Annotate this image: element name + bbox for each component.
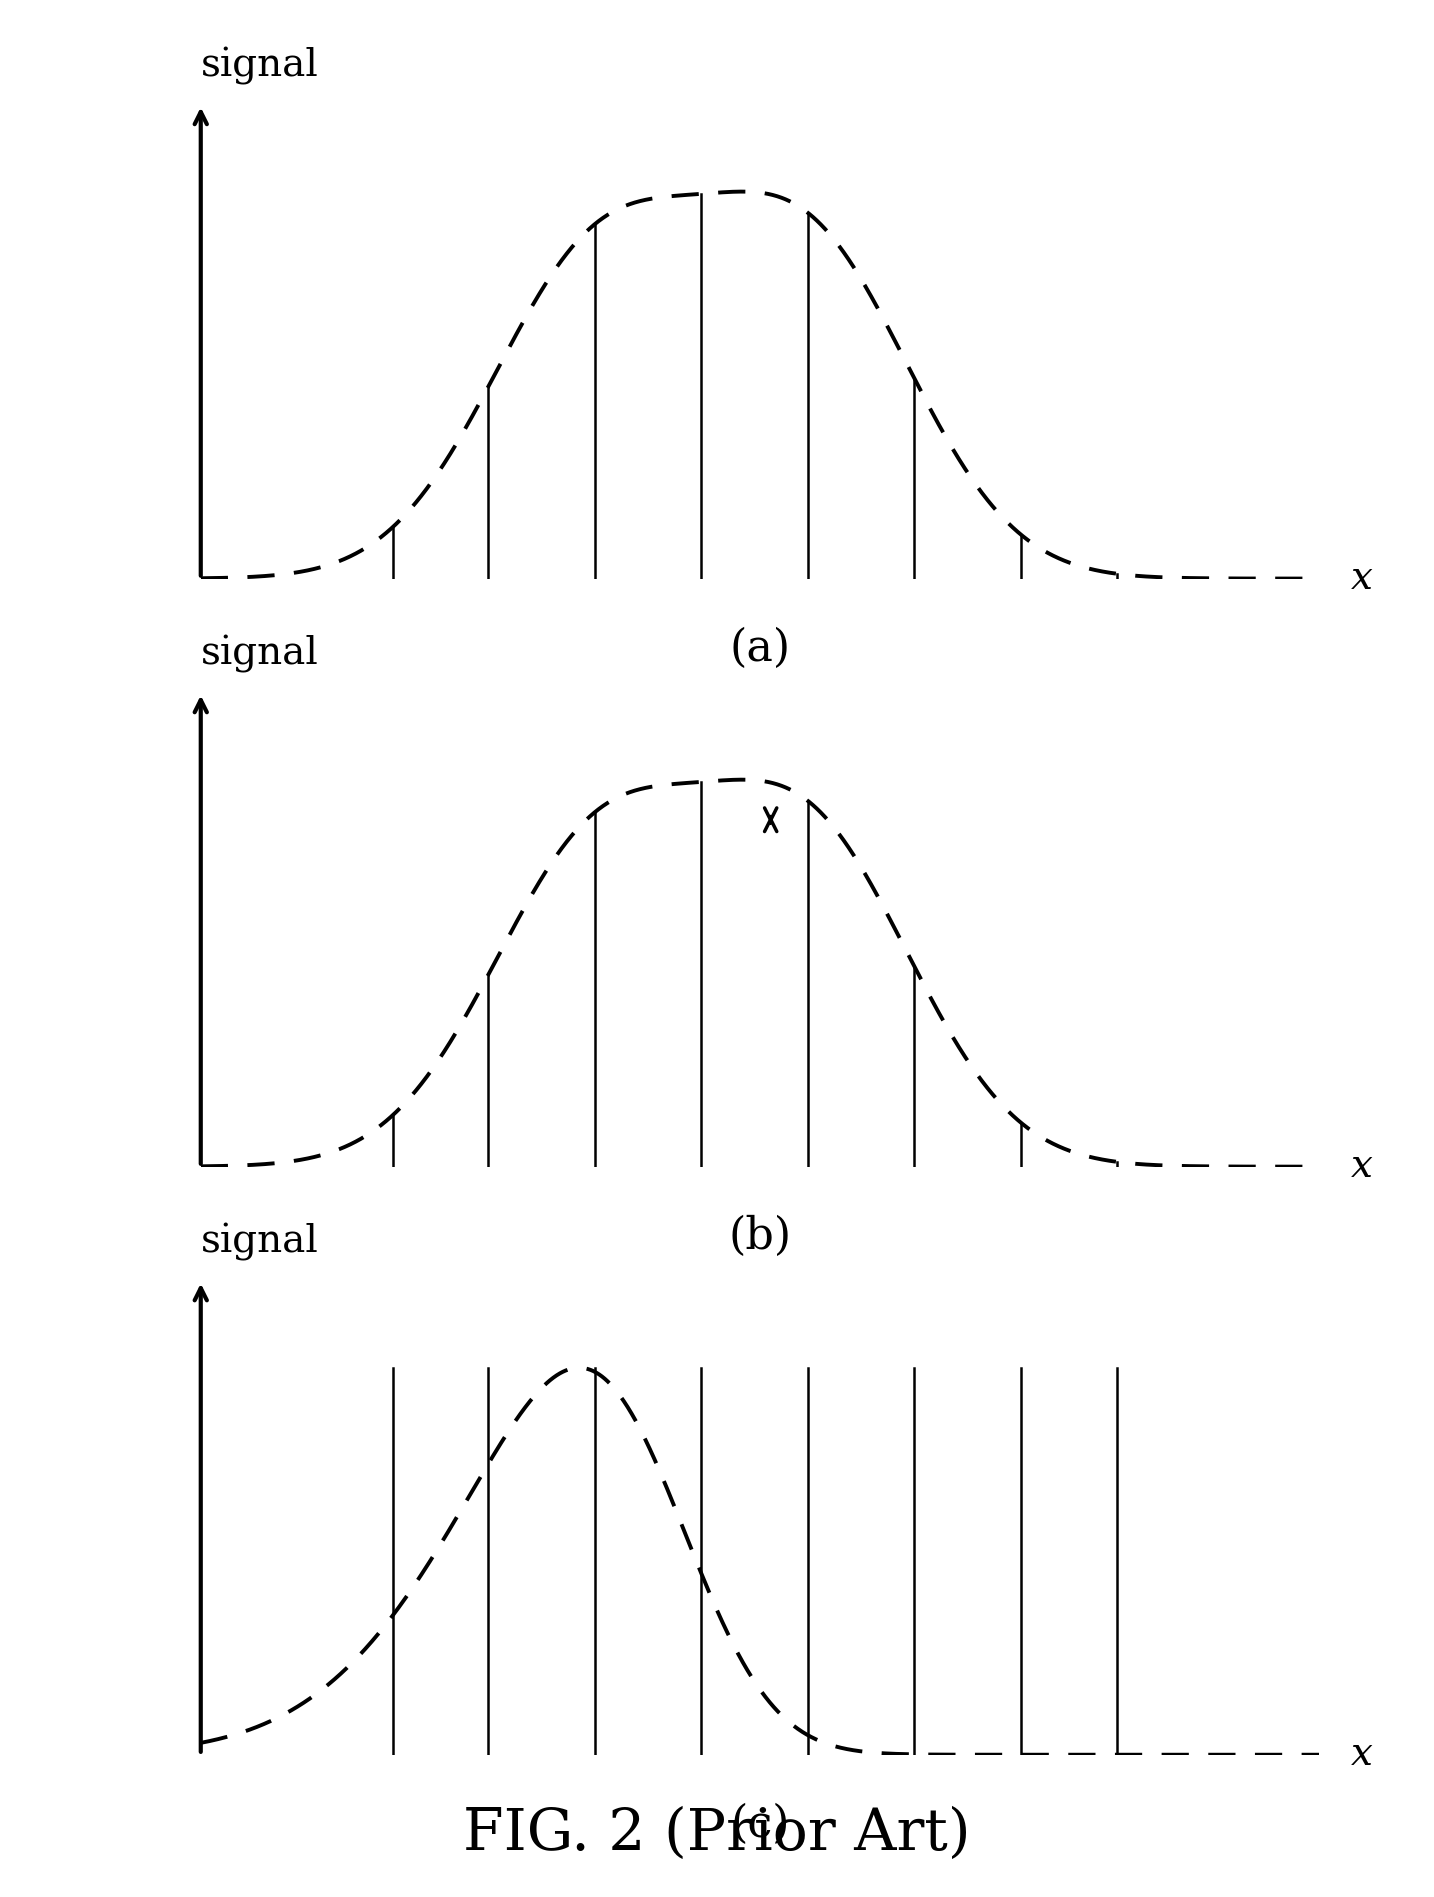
Text: signal: signal — [201, 47, 318, 85]
Text: x: x — [1351, 560, 1374, 598]
Text: signal: signal — [201, 1224, 318, 1262]
Text: signal: signal — [201, 635, 318, 673]
Text: (c): (c) — [730, 1802, 790, 1846]
Text: (a): (a) — [730, 626, 790, 670]
Text: (b): (b) — [728, 1214, 792, 1258]
Text: x: x — [1351, 1148, 1374, 1186]
Text: FIG. 2 (Prior Art): FIG. 2 (Prior Art) — [463, 1806, 971, 1863]
Text: x: x — [1351, 1736, 1374, 1774]
